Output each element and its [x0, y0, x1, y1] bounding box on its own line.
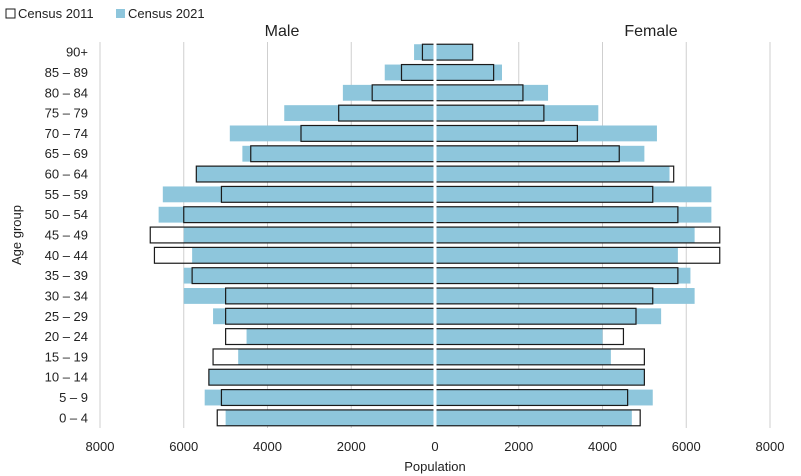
y-tick-label: 20 – 24: [45, 329, 88, 344]
x-tick-label: 4000: [588, 439, 617, 454]
bar-2021-male-10: [158, 206, 435, 223]
y-tick-label: 55 – 59: [45, 187, 88, 202]
y-tick-label: 40 – 44: [45, 248, 88, 263]
bar-2021-female-13: [435, 145, 645, 162]
y-tick-label: 75 – 79: [45, 106, 88, 121]
y-tick-label: 15 – 19: [45, 349, 88, 364]
x-tick-label: 8000: [756, 439, 785, 454]
bar-2021-female-4: [435, 328, 603, 345]
bar-2021-female-8: [435, 247, 678, 264]
bar-2021-male-11: [162, 186, 435, 203]
y-tick-label: 60 – 64: [45, 167, 88, 182]
bar-2021-female-14: [435, 125, 657, 142]
bar-2021-female-1: [435, 389, 653, 406]
y-tick-label: 70 – 74: [45, 126, 88, 141]
x-tick-label: 4000: [253, 439, 282, 454]
y-tick-label: 50 – 54: [45, 207, 88, 222]
bar-2021-female-16: [435, 84, 549, 101]
x-tick-label: 6000: [672, 439, 701, 454]
bar-2021-female-10: [435, 206, 712, 223]
bar-2021-male-0: [225, 409, 435, 426]
bar-2021-male-3: [238, 348, 435, 365]
y-tick-label: 80 – 84: [45, 85, 88, 100]
bar-2021-male-2: [208, 369, 435, 386]
bar-2021-male-6: [183, 288, 435, 304]
bar-2021-female-0: [435, 409, 632, 426]
x-tick-labels: 8000 6000 4000 2000 0 2000 4000 6000 8000: [86, 439, 785, 454]
bar-2021-male-4: [246, 328, 435, 345]
y-tick-label: 30 – 34: [45, 288, 88, 303]
bar-2021-male-12: [196, 166, 435, 182]
y-tick-label: 90+: [66, 45, 88, 60]
y-axis-title: Age group: [9, 205, 24, 265]
bar-2021-male-13: [242, 145, 435, 162]
bar-2021-female-15: [435, 105, 599, 122]
bar-2021-female-17: [435, 64, 502, 81]
y-tick-label: 65 – 69: [45, 146, 88, 161]
x-tick-label: 8000: [86, 439, 115, 454]
bar-2021-male-8: [192, 247, 435, 264]
legend-swatch-census-2021: [116, 9, 125, 18]
y-tick-label: 35 – 39: [45, 268, 88, 283]
y-tick-label: 10 – 14: [45, 370, 88, 385]
x-tick-label: 2000: [504, 439, 533, 454]
bar-2021-male-17: [384, 64, 435, 81]
legend-label-census-2021: Census 2021: [128, 6, 205, 21]
y-tick-label: 85 – 89: [45, 65, 88, 80]
bar-2021-male-18: [414, 44, 435, 61]
female-side-label: Female: [624, 23, 677, 40]
y-tick-labels: 0 – 4 5 – 9 10 – 14 15 – 19 20 – 24 25 – 29 30…: [45, 45, 88, 426]
y-tick-label: 5 – 9: [59, 390, 88, 405]
bar-2021-female-2: [435, 369, 645, 386]
x-tick-label: 0: [431, 439, 438, 454]
bar-2021-male-14: [229, 125, 435, 142]
bar-2021-male-7: [183, 267, 435, 284]
bar-2021-female-6: [435, 288, 695, 304]
x-tick-label: 2000: [337, 439, 366, 454]
y-tick-label: 45 – 49: [45, 228, 88, 243]
bar-2021-male-5: [213, 308, 435, 325]
bar-2021-male-15: [284, 105, 435, 122]
bar-2021-female-12: [435, 166, 670, 182]
legend-swatch-census-2011: [5, 8, 16, 19]
legend-label-census-2011: Census 2011: [18, 6, 94, 21]
x-axis-title: Population: [404, 459, 465, 474]
bar-2021-female-18: [435, 44, 473, 61]
legend: Census 2011 Census 2021: [5, 6, 205, 21]
bar-2021-male-16: [342, 84, 435, 101]
bar-2021-male-9: [183, 227, 435, 243]
y-tick-label: 0 – 4: [59, 410, 88, 425]
bar-2021-female-9: [435, 227, 695, 243]
male-side-label: Male: [265, 23, 300, 40]
bar-2021-male-1: [204, 389, 435, 406]
bar-2021-female-11: [435, 186, 712, 203]
bars-census-2021: [158, 44, 712, 426]
bar-2021-female-7: [435, 267, 691, 284]
y-tick-label: 25 – 29: [45, 309, 88, 324]
x-tick-label: 6000: [169, 439, 198, 454]
bar-2021-female-5: [435, 308, 662, 325]
bar-2021-female-3: [435, 348, 611, 365]
